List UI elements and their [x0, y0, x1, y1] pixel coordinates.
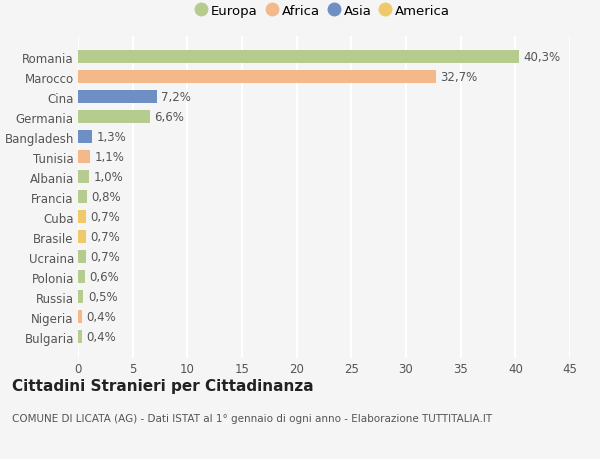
Bar [78, 330, 82, 343]
Bar [78, 211, 86, 224]
Bar [78, 291, 83, 303]
Legend: Europa, Africa, Asia, America: Europa, Africa, Asia, America [193, 0, 455, 24]
Text: 1,1%: 1,1% [94, 151, 124, 164]
Text: 6,6%: 6,6% [155, 111, 184, 124]
Text: 0,5%: 0,5% [88, 291, 118, 303]
Text: 0,8%: 0,8% [91, 191, 121, 204]
Text: 0,7%: 0,7% [90, 251, 120, 263]
Bar [78, 311, 82, 324]
Bar [78, 271, 85, 284]
Text: 0,7%: 0,7% [90, 211, 120, 224]
Bar [78, 51, 518, 64]
Bar [78, 171, 89, 184]
Bar [78, 251, 86, 263]
Text: Cittadini Stranieri per Cittadinanza: Cittadini Stranieri per Cittadinanza [12, 379, 314, 394]
Bar [78, 131, 92, 144]
Text: 0,4%: 0,4% [87, 310, 116, 324]
Bar [78, 191, 87, 204]
Text: 1,3%: 1,3% [97, 131, 127, 144]
Bar [78, 231, 86, 244]
Text: 1,0%: 1,0% [94, 171, 123, 184]
Bar [78, 151, 90, 164]
Text: 0,6%: 0,6% [89, 271, 119, 284]
Bar [78, 71, 436, 84]
Text: 32,7%: 32,7% [440, 71, 477, 84]
Text: COMUNE DI LICATA (AG) - Dati ISTAT al 1° gennaio di ogni anno - Elaborazione TUT: COMUNE DI LICATA (AG) - Dati ISTAT al 1°… [12, 413, 492, 423]
Text: 7,2%: 7,2% [161, 91, 191, 104]
Text: 0,4%: 0,4% [87, 330, 116, 343]
Text: 0,7%: 0,7% [90, 231, 120, 244]
Text: 40,3%: 40,3% [523, 51, 560, 64]
Bar [78, 111, 150, 124]
Bar [78, 91, 157, 104]
